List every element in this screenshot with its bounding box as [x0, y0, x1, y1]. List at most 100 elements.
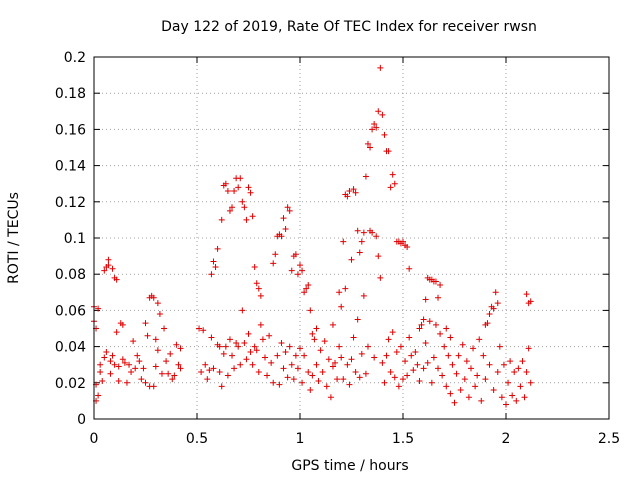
data-point: [329, 363, 336, 370]
data-point: [212, 263, 219, 270]
data-point: [474, 372, 481, 379]
data-point: [400, 238, 406, 245]
data-point: [237, 175, 244, 182]
data-point: [346, 381, 353, 388]
data-point: [519, 358, 526, 365]
data-point: [235, 343, 242, 350]
data-point: [416, 325, 423, 332]
data-point: [354, 316, 361, 323]
data-point: [156, 311, 163, 318]
data-point: [342, 285, 349, 292]
data-point: [511, 368, 518, 375]
data-point: [424, 359, 431, 366]
data-point: [175, 361, 182, 368]
data-point: [109, 265, 116, 272]
data-point: [416, 377, 423, 384]
data-point: [362, 370, 369, 377]
data-point: [340, 376, 347, 383]
x-tick-label: 2.5: [598, 431, 620, 447]
data-point: [282, 349, 289, 356]
data-point: [198, 368, 205, 375]
data-point: [224, 187, 231, 194]
data-point: [389, 171, 396, 178]
data-point: [280, 365, 287, 372]
data-point: [264, 372, 271, 379]
data-point: [266, 332, 273, 339]
y-tick-label: 0.18: [55, 86, 86, 102]
data-point: [494, 300, 501, 307]
data-point: [128, 368, 135, 375]
data-point: [313, 361, 320, 368]
data-point: [105, 262, 112, 269]
data-point: [278, 339, 285, 346]
data-point: [123, 379, 130, 386]
data-point: [307, 307, 314, 314]
data-point: [515, 365, 522, 372]
data-point: [435, 365, 442, 372]
data-point: [299, 379, 306, 386]
data-point: [107, 358, 114, 365]
data-point: [134, 352, 141, 359]
data-point: [422, 296, 429, 303]
data-point: [356, 374, 363, 381]
data-point: [428, 379, 435, 386]
data-point: [222, 343, 229, 350]
data-point: [500, 361, 507, 368]
data-point: [161, 325, 168, 332]
data-point: [249, 361, 256, 368]
data-point: [360, 229, 367, 236]
data-point: [352, 368, 359, 375]
data-point: [338, 354, 345, 361]
data-point: [257, 292, 264, 299]
data-point: [282, 225, 289, 232]
y-tick-label: 0: [77, 412, 86, 428]
data-point: [402, 358, 409, 365]
data-point: [152, 363, 159, 370]
data-point: [144, 332, 151, 339]
data-point: [352, 189, 359, 196]
data-point: [332, 359, 339, 366]
data-point: [303, 285, 310, 292]
data-point: [311, 336, 318, 343]
data-point: [313, 325, 320, 332]
data-point: [373, 233, 380, 240]
data-point: [315, 377, 322, 384]
data-point: [348, 356, 355, 363]
data-point: [152, 336, 159, 343]
data-point: [241, 339, 248, 346]
data-point: [385, 148, 392, 155]
data-point: [354, 227, 361, 234]
data-point: [484, 320, 491, 327]
data-point: [447, 334, 454, 341]
data-point: [226, 336, 233, 343]
x-tick-label: 0: [90, 431, 99, 447]
data-point: [261, 354, 268, 361]
data-point: [496, 343, 503, 350]
x-tick-label: 1.5: [392, 431, 414, 447]
data-point: [299, 267, 306, 274]
data-point: [226, 207, 233, 214]
data-point: [97, 368, 104, 375]
data-point: [443, 383, 450, 390]
data-point: [99, 377, 106, 384]
data-point: [426, 318, 433, 325]
data-point: [196, 325, 203, 332]
data-point: [443, 325, 450, 332]
y-tick-label: 0.06: [55, 303, 86, 319]
data-point: [348, 256, 355, 263]
data-point: [360, 292, 367, 299]
data-point: [377, 274, 384, 281]
data-point: [301, 352, 308, 359]
data-point: [95, 392, 102, 399]
data-point: [482, 376, 489, 383]
data-point: [101, 267, 108, 274]
data-point: [222, 180, 229, 187]
data-point: [173, 341, 180, 348]
data-point: [494, 368, 501, 375]
data-point: [325, 356, 332, 363]
data-point: [121, 359, 128, 366]
data-point: [247, 189, 254, 196]
data-point: [373, 124, 380, 131]
data-point: [119, 321, 126, 328]
